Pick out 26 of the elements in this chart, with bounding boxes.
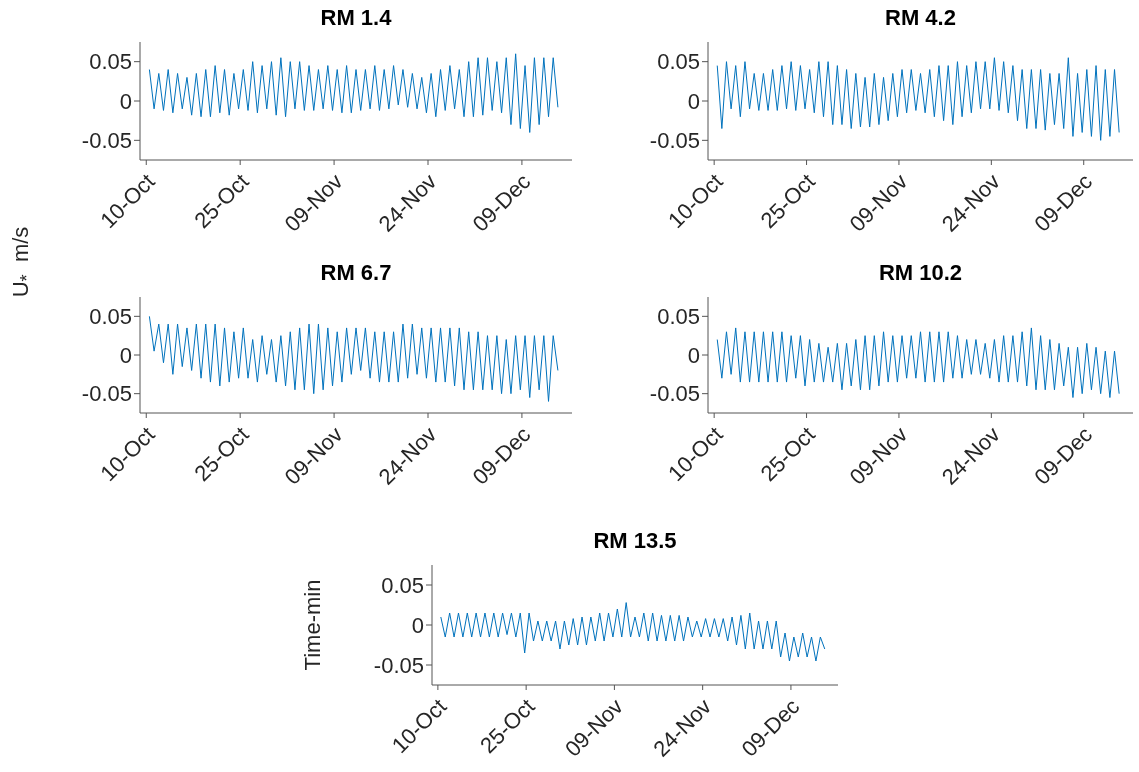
line-series xyxy=(148,53,559,133)
line-series xyxy=(440,602,826,662)
chart-title: RM 1.4 xyxy=(319,5,393,31)
y-tick-label: 0.05 xyxy=(89,49,132,75)
chart-title: RM 10.2 xyxy=(877,260,964,286)
chart-title: RM 13.5 xyxy=(592,528,678,554)
chart-title: RM 6.7 xyxy=(319,260,393,286)
y-tick-label: 0.05 xyxy=(89,304,132,330)
y-tick-label: 0.05 xyxy=(657,304,700,330)
y-tick-label: 0 xyxy=(411,612,424,638)
y-tick-label: -0.05 xyxy=(81,128,132,154)
y-tick-label: 0 xyxy=(687,342,700,368)
y-tick-label: -0.05 xyxy=(649,128,700,154)
y-tick-label: 0 xyxy=(687,88,700,114)
y-tick-label: 0 xyxy=(119,342,132,368)
y-tick-label: -0.05 xyxy=(649,381,700,407)
y-tick-label: -0.05 xyxy=(373,652,424,678)
y-tick-label: 0 xyxy=(119,88,132,114)
line-series xyxy=(716,327,1120,399)
y-tick-label: 0.05 xyxy=(381,572,424,598)
y-axis-title: Time-min xyxy=(300,579,326,671)
line-series xyxy=(716,57,1120,141)
line-series xyxy=(148,315,559,402)
chart-title: RM 4.2 xyxy=(884,5,957,31)
y-tick-label: -0.05 xyxy=(81,381,132,407)
y-tick-label: 0.05 xyxy=(657,49,700,75)
